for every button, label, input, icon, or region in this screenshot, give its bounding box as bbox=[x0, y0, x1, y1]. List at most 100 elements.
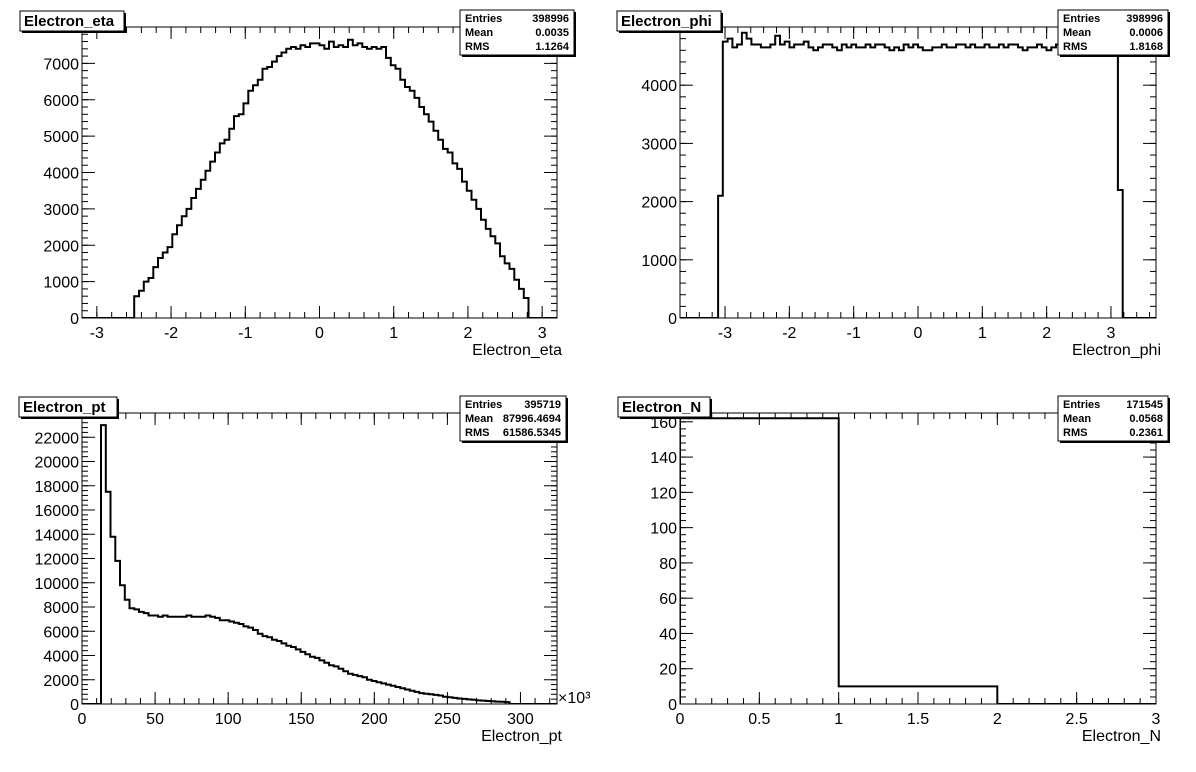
y-tick-label: 2000 bbox=[43, 238, 79, 255]
y-tick-label: 40 bbox=[659, 626, 677, 643]
x-tick-label: 1 bbox=[978, 325, 987, 342]
stats-label: Entries bbox=[1063, 399, 1100, 411]
stats-value: 171545 bbox=[1126, 399, 1163, 411]
stats-label: RMS bbox=[465, 41, 489, 53]
histogram-title: Electron_N bbox=[622, 399, 701, 416]
x-tick-label: 0 bbox=[676, 711, 685, 728]
stats-value: 0.0035 bbox=[535, 27, 569, 39]
x-tick-label: 3 bbox=[1107, 325, 1116, 342]
stats-label: Entries bbox=[465, 13, 502, 25]
axis-exponent-label: ×10³ bbox=[558, 690, 591, 707]
stats-value: 1.8168 bbox=[1129, 41, 1163, 53]
stats-label: Entries bbox=[465, 399, 502, 411]
y-tick-label: 0 bbox=[70, 697, 79, 714]
y-tick-label: 18000 bbox=[35, 479, 80, 496]
y-tick-label: 4000 bbox=[43, 649, 79, 666]
x-tick-label: 2.5 bbox=[1066, 711, 1088, 728]
x-tick-label: 3 bbox=[538, 325, 547, 342]
stats-label: Entries bbox=[1063, 13, 1100, 25]
y-tick-label: 60 bbox=[659, 591, 677, 608]
plot-frame bbox=[679, 412, 1157, 705]
histogram-panel-Electron_eta: -3-2-10123010002000300040005000600070008… bbox=[19, 9, 576, 359]
x-tick-label: 0 bbox=[914, 325, 923, 342]
y-tick-label: 3000 bbox=[641, 136, 677, 153]
histogram-line bbox=[680, 31, 1156, 318]
x-tick-label: 1 bbox=[834, 711, 843, 728]
title-box bbox=[19, 10, 125, 32]
y-tick-label: 20000 bbox=[35, 455, 80, 472]
y-tick-label: 0 bbox=[70, 311, 79, 328]
y-tick-label: 14000 bbox=[35, 527, 80, 544]
x-tick-label: 50 bbox=[146, 711, 164, 728]
histogram-line bbox=[680, 417, 1156, 704]
x-tick-label: 300 bbox=[507, 711, 534, 728]
x-tick-label: -3 bbox=[718, 325, 732, 342]
y-tick-label: 10000 bbox=[35, 576, 80, 593]
stats-label: Mean bbox=[1063, 413, 1091, 425]
x-tick-label: 250 bbox=[434, 711, 461, 728]
stats-value: 395719 bbox=[524, 399, 561, 411]
stats-label: Mean bbox=[465, 27, 493, 39]
y-tick-label: 80 bbox=[659, 556, 677, 573]
stats-value: 87996.4694 bbox=[503, 413, 562, 425]
y-tick-label: 6000 bbox=[43, 624, 79, 641]
y-tick-label: 7000 bbox=[43, 56, 79, 73]
stats-label: Mean bbox=[465, 413, 493, 425]
x-tick-label: -1 bbox=[238, 325, 252, 342]
histogram-title: Electron_phi bbox=[621, 13, 712, 30]
histogram-panel-Electron_phi: -3-2-10123010002000300040005000Electron_… bbox=[616, 9, 1170, 359]
plot-frame bbox=[679, 26, 1157, 319]
x-axis-label: Electron_phi bbox=[1072, 342, 1161, 359]
x-tick-label: 3 bbox=[1152, 711, 1161, 728]
y-tick-label: 2000 bbox=[43, 673, 79, 690]
x-tick-label: -2 bbox=[164, 325, 178, 342]
stats-label: RMS bbox=[465, 427, 489, 439]
y-tick-label: 4000 bbox=[641, 78, 677, 95]
x-axis-label: Electron_pt bbox=[481, 728, 562, 745]
stats-box bbox=[459, 395, 567, 442]
histogram-line bbox=[82, 38, 557, 318]
stats-value: 61586.5345 bbox=[503, 427, 561, 439]
histogram-title: Electron_pt bbox=[23, 399, 106, 416]
y-tick-label: 16000 bbox=[35, 503, 80, 520]
x-tick-label: 2 bbox=[993, 711, 1002, 728]
y-tick-label: 20 bbox=[659, 662, 677, 679]
title-box bbox=[616, 10, 722, 32]
stats-value: 398996 bbox=[1126, 13, 1163, 25]
y-tick-label: 6000 bbox=[43, 93, 79, 110]
y-tick-label: 8000 bbox=[43, 600, 79, 617]
histogram-title: Electron_eta bbox=[24, 13, 115, 30]
y-tick-label: 5000 bbox=[43, 129, 79, 146]
x-tick-label: 0 bbox=[315, 325, 324, 342]
y-tick-label: 2000 bbox=[641, 195, 677, 212]
stats-label: Mean bbox=[1063, 27, 1091, 39]
x-tick-label: 200 bbox=[361, 711, 388, 728]
stats-label: RMS bbox=[1063, 427, 1087, 439]
x-tick-label: 0 bbox=[78, 711, 87, 728]
y-tick-label: 1000 bbox=[641, 253, 677, 270]
histogram-panel-Electron_N: 0 0.5 1 1.5 2 2.5 3020406080100120140160Electr… bbox=[617, 395, 1170, 745]
stats-label: RMS bbox=[1063, 41, 1087, 53]
stats-box bbox=[1057, 395, 1169, 442]
stats-value: 0.2361 bbox=[1129, 427, 1163, 439]
y-tick-label: 100 bbox=[650, 521, 677, 538]
x-tick-label: 2 bbox=[463, 325, 472, 342]
y-tick-label: 0 bbox=[668, 697, 677, 714]
y-tick-label: 120 bbox=[650, 485, 677, 502]
y-tick-label: 3000 bbox=[43, 202, 79, 219]
x-tick-label: 2 bbox=[1042, 325, 1051, 342]
title-box bbox=[617, 396, 711, 418]
y-tick-label: 4000 bbox=[43, 166, 79, 183]
y-tick-label: 1000 bbox=[43, 275, 79, 292]
x-tick-label: 100 bbox=[215, 711, 242, 728]
histogram-line bbox=[82, 424, 557, 704]
x-axis-label: Electron_eta bbox=[472, 342, 562, 359]
histogram-panel-Electron_pt: 0 50 100 150 200 250 300 0 2000 4000 6000 8000 10000… bbox=[18, 395, 591, 745]
y-tick-label: 140 bbox=[650, 450, 677, 467]
x-tick-label: 150 bbox=[288, 711, 315, 728]
x-tick-label: 0.5 bbox=[748, 711, 770, 728]
stats-value: 398996 bbox=[532, 13, 569, 25]
title-box bbox=[18, 396, 118, 418]
y-tick-label: 12000 bbox=[35, 552, 80, 569]
